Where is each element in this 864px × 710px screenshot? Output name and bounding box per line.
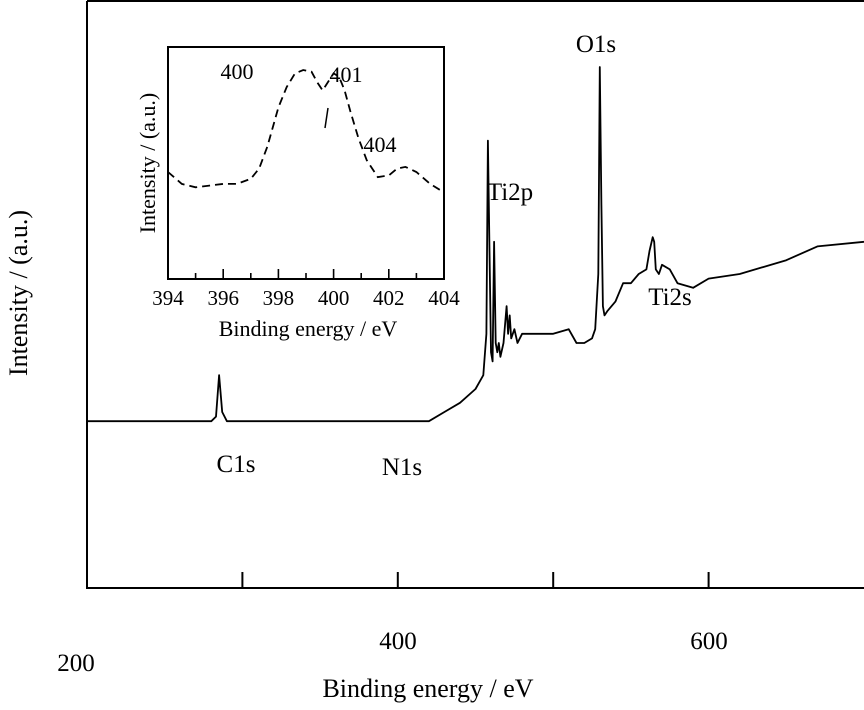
main-y-axis-title: Intensity / (a.u.) — [4, 210, 33, 376]
main-spectrum-line — [87, 66, 864, 423]
inset-y-axis-title: Intensity / (a.u.) — [135, 93, 160, 234]
inset-x-tick-label: 404 — [428, 286, 460, 310]
peak-label-n1s: N1s — [382, 454, 422, 481]
inset-x-tick-label: 394 — [152, 286, 184, 310]
inset-plot-frame — [167, 46, 445, 280]
inset-x-tick-label: 396 — [207, 286, 239, 310]
peak-label-c1s: C1s — [217, 451, 256, 478]
main-x-ticks — [241, 572, 710, 588]
peak-label-ti2s: Ti2s — [648, 284, 692, 311]
main-plot-frame — [86, 0, 864, 589]
main-x-tick-label-400: 400 — [379, 628, 417, 655]
main-x-tick-label-200: 200 — [57, 650, 95, 677]
inset-peak-label-404: 404 — [364, 132, 397, 157]
inset-peak-label-400: 400 — [221, 59, 254, 84]
inset-spectrum-line — [167, 69, 445, 194]
inset-x-tick-labels: 394 396 398 400 402 404 — [152, 286, 460, 310]
main-x-axis-title: Binding energy / eV — [322, 674, 533, 703]
main-x-tick-label-600: 600 — [690, 628, 728, 655]
inset-x-axis-title: Binding energy / eV — [219, 316, 398, 341]
inset-x-ticks — [167, 269, 445, 279]
peak-label-ti2p: Ti2p — [487, 179, 533, 206]
inset-x-tick-label: 402 — [373, 286, 405, 310]
inset-peak-label-401: 401 — [330, 62, 363, 87]
peak-label-o1s: O1s — [576, 31, 616, 58]
inset-x-tick-label: 400 — [318, 286, 350, 310]
inset-x-tick-label: 398 — [263, 286, 295, 310]
inset-401-pointer — [324, 107, 329, 129]
inset-chart: 394 396 398 400 402 404 Binding energy / eV I… — [135, 46, 460, 341]
